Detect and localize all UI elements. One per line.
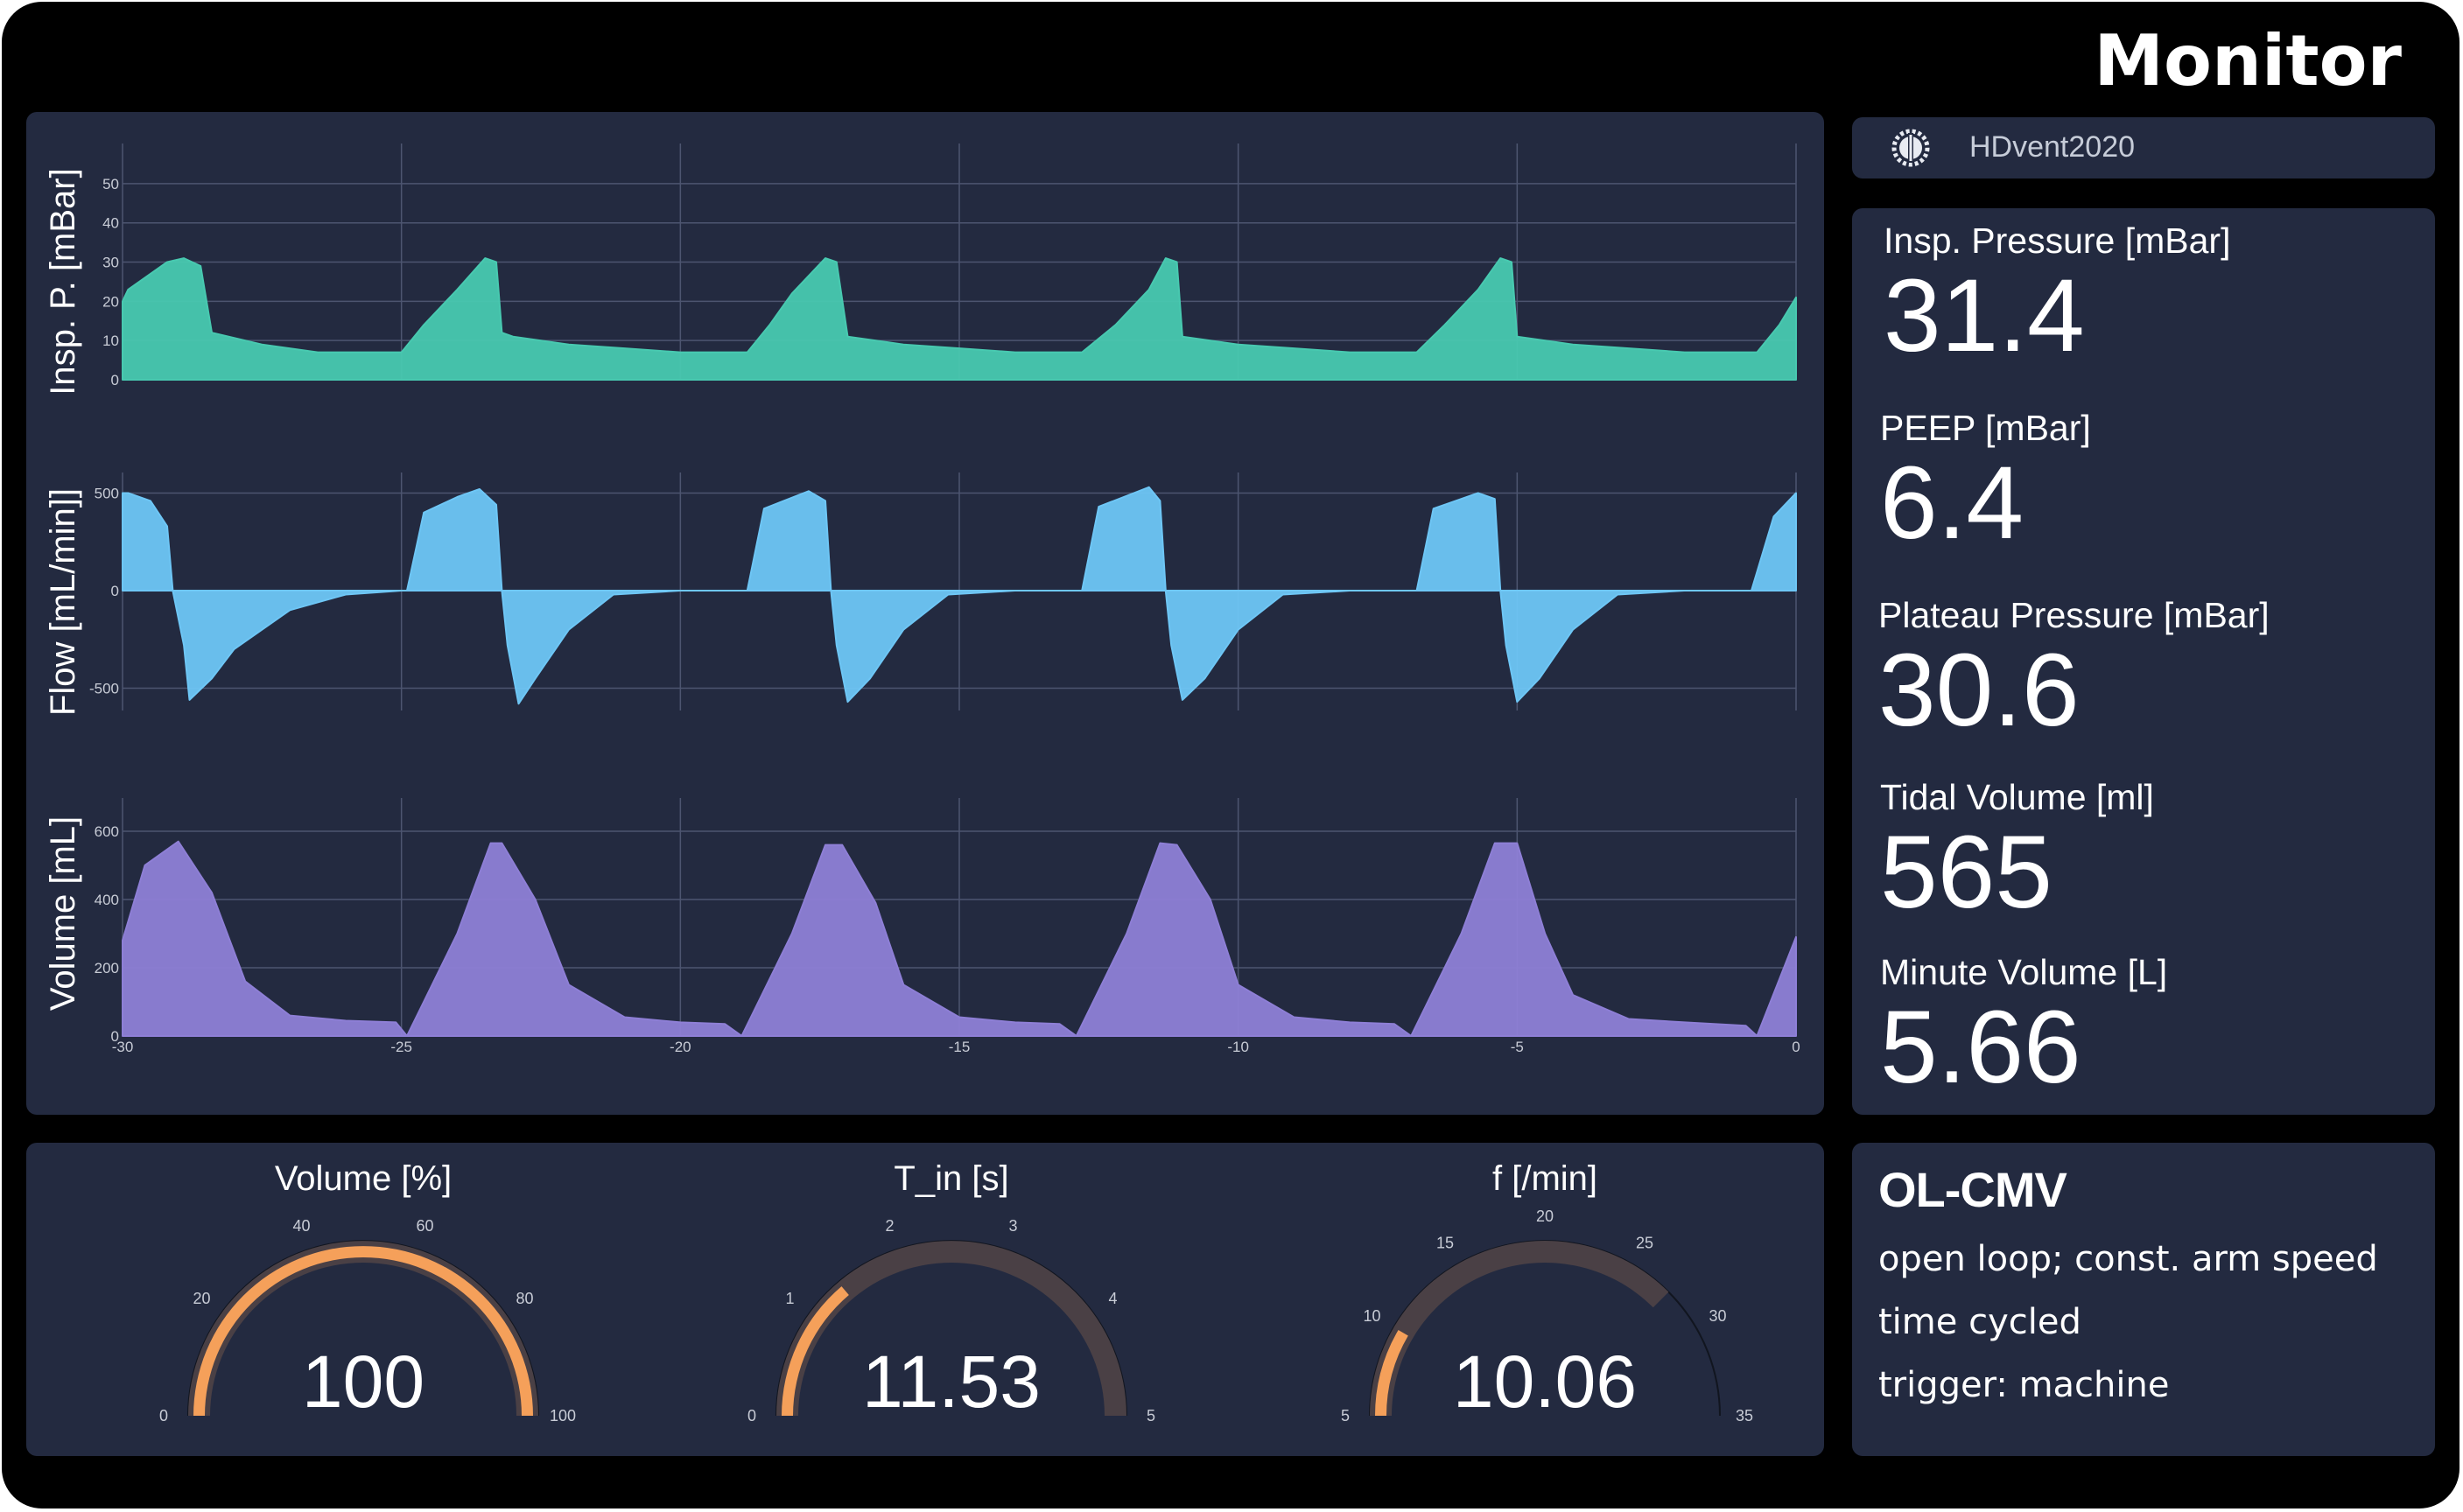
metric-label: Insp. Pressure [mBar] [1884, 220, 2231, 261]
x-tick-label: -25 [390, 1039, 412, 1055]
hdvent-logo-icon [1891, 129, 1930, 167]
y-tick-label: 30 [102, 255, 119, 271]
metric-value: 5.66 [1880, 990, 2081, 1105]
y-tick-label: 500 [95, 486, 119, 502]
gauge-tick-label: 100 [550, 1407, 576, 1424]
gauge-tick-label: 40 [293, 1217, 311, 1235]
x-tick-label: -5 [1511, 1039, 1524, 1055]
gauge-value: 10.06 [1452, 1340, 1638, 1423]
gauge-value: 11.53 [862, 1340, 1041, 1423]
metric-label: Tidal Volume [ml] [1880, 777, 2154, 817]
gauge-tick-label: 60 [416, 1217, 433, 1235]
x-tick-label: 0 [1792, 1039, 1800, 1055]
mode-description-line: open loop; const. arm speed [1878, 1239, 2378, 1279]
y-tick-label: 400 [95, 892, 119, 908]
gauge-t-in-dial: 0 1 2 3 4 5 [747, 1217, 1155, 1424]
gauge-title: T_in [s] [894, 1159, 1009, 1198]
pressure-ylabel: Insp. P. [mBar] [44, 168, 82, 395]
metric-value: 30.6 [1878, 633, 2080, 748]
metric-peep: PEEP [mBar] 6.4 [1880, 408, 2091, 555]
flow-ylabel: Flow [mL/min]] [44, 488, 82, 716]
volume-ylabel: Volume [mL] [44, 816, 82, 1011]
gauge-title: Volume [%] [274, 1159, 453, 1198]
gauge-frequency: f [/min] 5 10 15 20 25 30 35 10.06 [1300, 1143, 1790, 1456]
gauge-tick-label: 1 [786, 1290, 795, 1307]
y-tick-label: 0 [111, 372, 119, 388]
gauge-tick-label: 10 [1364, 1307, 1381, 1325]
gauge-track [188, 1241, 538, 1416]
mode-description-line: trigger: machine [1878, 1365, 2170, 1405]
gauge-volume: Volume [%] 0 20 40 60 80 100 100 [118, 1143, 608, 1456]
metric-tidal-volume: Tidal Volume [ml] 565 [1880, 777, 2154, 924]
brand-bar: HDvent2020 [1852, 117, 2435, 178]
gauge-volume-dial: 0 20 40 60 80 100 [159, 1217, 576, 1424]
x-tick-label: -10 [1227, 1039, 1249, 1055]
app-title: Monitor [2094, 20, 2402, 102]
gauge-tick-label: 5 [1341, 1407, 1350, 1424]
gauge-tick-label: 20 [193, 1290, 211, 1307]
metric-minute-volume: Minute Volume [L] 5.66 [1880, 952, 2167, 1099]
gauge-tick-label: 20 [1536, 1208, 1554, 1225]
gauge-tick-label: 5 [1147, 1407, 1155, 1424]
metric-value: 565 [1880, 815, 2052, 930]
gauge-tick-label: 35 [1736, 1407, 1753, 1424]
gauge-value: 100 [301, 1340, 425, 1423]
gauge-track [776, 1241, 1126, 1416]
gauge-tick-label: 15 [1436, 1235, 1454, 1252]
metric-value: 6.4 [1880, 445, 2024, 561]
pressure-waveform-area [122, 257, 1797, 381]
gauge-frequency-dial: 5 10 15 20 25 30 35 [1341, 1208, 1753, 1424]
gauge-tick-label: 30 [1709, 1307, 1726, 1325]
y-tick-label: 600 [95, 823, 119, 840]
gauge-tick-label: 80 [516, 1290, 533, 1307]
gauge-track [1370, 1241, 1669, 1416]
y-tick-label: 10 [102, 332, 119, 349]
x-tick-label: -30 [112, 1039, 134, 1055]
gauge-tick-label: 2 [886, 1217, 895, 1235]
mode-title: OL-CMV [1878, 1162, 2067, 1217]
y-tick-label: 0 [111, 583, 119, 599]
gauge-t-in: T_in [s] 0 1 2 3 4 5 11.53 [706, 1143, 1196, 1456]
y-tick-label: 20 [102, 293, 119, 310]
gauge-tick-label: 0 [747, 1407, 756, 1424]
gauge-tick-label: 4 [1108, 1290, 1117, 1307]
y-tick-label: 40 [102, 215, 119, 232]
mode-panel: OL-CMV open loop; const. arm speed time … [1852, 1143, 2435, 1456]
metric-label: Minute Volume [L] [1880, 952, 2168, 992]
metrics-panel: Insp. Pressure [mBar] 31.4 PEEP [mBar] 6… [1852, 208, 2435, 1115]
flow-waveform-area [122, 486, 1797, 705]
waveform-panel: 50 40 30 20 10 0 500 0 -500 600 400 200 0 -30 -25 -20 -1… [26, 112, 1824, 1115]
metric-value: 31.4 [1884, 258, 2085, 374]
metric-label: Plateau Pressure [mBar] [1878, 595, 2270, 635]
gauge-tick-label: 0 [159, 1407, 168, 1424]
y-tick-label: -500 [89, 681, 119, 697]
x-tick-label: -15 [949, 1039, 971, 1055]
gauges-panel: Volume [%] 0 20 40 60 80 100 100 T_in [s] 0 1 2… [26, 1143, 1824, 1456]
x-tick-label: -20 [670, 1039, 691, 1055]
volume-waveform-area [122, 840, 1797, 1037]
gauge-value-bar [782, 1286, 849, 1416]
y-tick-label: 0 [111, 1028, 119, 1045]
metric-insp-pressure: Insp. Pressure [mBar] 31.4 [1884, 220, 2230, 368]
gauge-tick-label: 25 [1636, 1235, 1653, 1252]
mode-description-line: time cycled [1878, 1302, 2081, 1342]
metric-plateau-pressure: Plateau Pressure [mBar] 30.6 [1878, 595, 2270, 742]
brand-name: HDvent2020 [1969, 130, 2136, 164]
gauge-value-bar [1375, 1329, 1408, 1416]
gauge-title: f [/min] [1491, 1159, 1598, 1198]
y-tick-label: 50 [102, 176, 119, 192]
y-tick-label: 200 [95, 960, 119, 976]
metric-label: PEEP [mBar] [1880, 408, 2091, 448]
gauge-tick-label: 3 [1008, 1217, 1017, 1235]
